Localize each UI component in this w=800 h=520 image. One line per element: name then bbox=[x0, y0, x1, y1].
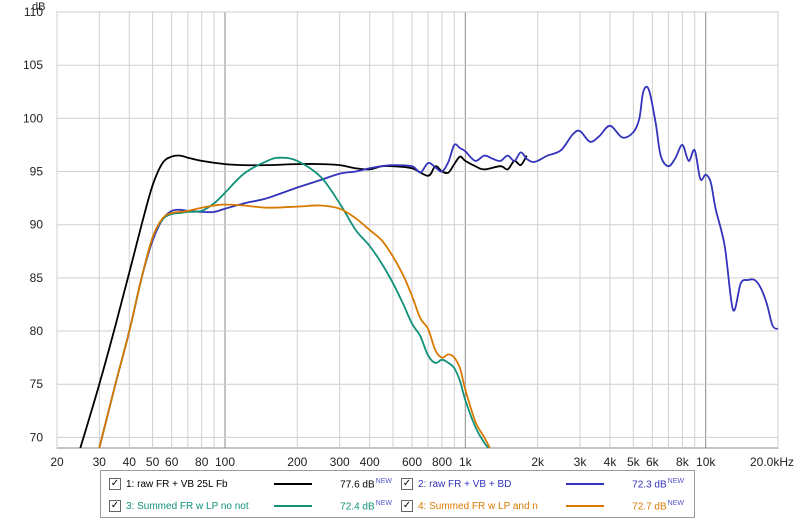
x-tick-label: 400 bbox=[360, 455, 380, 469]
x-tick-label: 10k bbox=[696, 455, 716, 469]
legend-item-3[interactable]: ✓ 3: Summed FR w LP no not 72.4 dBNEW bbox=[109, 496, 392, 516]
legend-series-1-swatch bbox=[274, 483, 312, 485]
x-tick-label: 6k bbox=[646, 455, 660, 469]
x-tick-label: 4k bbox=[604, 455, 618, 469]
x-tick-label: 20 bbox=[50, 455, 64, 469]
checkbox-series-4[interactable]: ✓ bbox=[401, 500, 413, 512]
plot-area bbox=[56, 11, 779, 449]
x-tick-label: 5k bbox=[627, 455, 641, 469]
checkbox-series-2[interactable]: ✓ bbox=[401, 478, 413, 490]
x-tick-label: 2k bbox=[531, 455, 545, 469]
legend-series-3-value: 72.4 dBNEW bbox=[340, 499, 392, 513]
legend-series-2-name: 2: raw FR + VB + BD bbox=[418, 478, 512, 490]
x-tick-label: 800 bbox=[432, 455, 452, 469]
x-tick-label: 300 bbox=[330, 455, 350, 469]
legend-series-2-swatch bbox=[566, 483, 604, 485]
y-tick-label: 80 bbox=[30, 324, 44, 338]
legend-series-4-value: 72.7 dBNEW bbox=[632, 499, 684, 513]
x-tick-label: 1k bbox=[459, 455, 473, 469]
x-tick-label: 100 bbox=[215, 455, 235, 469]
legend: ✓ 1: raw FR + VB 25L Fb 77.6 dBNEW ✓ 2: … bbox=[100, 470, 695, 518]
y-tick-label: 110 bbox=[24, 5, 43, 19]
x-tick-label: 8k bbox=[676, 455, 690, 469]
y-axis-ticks: 70 75 80 85 90 95 100 105 110 bbox=[23, 5, 43, 444]
y-axis-unit-label: dB bbox=[32, 1, 45, 13]
y-tick-label: 75 bbox=[30, 377, 44, 391]
x-tick-label: 200 bbox=[287, 455, 307, 469]
checkbox-series-3[interactable]: ✓ bbox=[109, 500, 121, 512]
series-line-2 bbox=[98, 85, 778, 448]
frequency-response-plot: 70 75 80 85 90 95 100 105 110 20 30 40 50 60 80 100 200… bbox=[23, 1, 794, 469]
y-tick-label: 85 bbox=[30, 271, 44, 285]
y-tick-label: 90 bbox=[30, 218, 44, 232]
legend-series-3-swatch bbox=[274, 505, 312, 507]
y-tick-label: 100 bbox=[23, 111, 43, 125]
series-line-4 bbox=[98, 203, 491, 448]
legend-item-2[interactable]: ✓ 2: raw FR + VB + BD 72.3 dBNEW bbox=[401, 474, 684, 494]
y-tick-label: 70 bbox=[30, 430, 44, 444]
legend-series-3-name: 3: Summed FR w LP no not bbox=[126, 500, 249, 512]
legend-series-4-swatch bbox=[566, 505, 604, 507]
checkbox-series-1[interactable]: ✓ bbox=[109, 478, 121, 490]
x-tick-label: 30 bbox=[93, 455, 107, 469]
x-tick-label: 20.0kHz bbox=[750, 455, 794, 469]
y-tick-label: 95 bbox=[30, 165, 44, 179]
legend-series-2-value: 72.3 dBNEW bbox=[632, 477, 684, 491]
x-tick-label: 3k bbox=[574, 455, 588, 469]
series-lines bbox=[79, 85, 778, 448]
x-axis-ticks: 20 30 40 50 60 80 100 200 300 400 600 800 1k 2k 3k 4k 5k… bbox=[50, 455, 794, 469]
legend-item-4[interactable]: ✓ 4: Summed FR w LP and n 72.7 dBNEW bbox=[401, 496, 684, 516]
legend-series-1-value: 77.6 dBNEW bbox=[340, 477, 392, 491]
x-tick-label: 50 bbox=[146, 455, 160, 469]
legend-series-1-name: 1: raw FR + VB 25L Fb bbox=[126, 478, 228, 490]
x-tick-label: 80 bbox=[195, 455, 209, 469]
x-tick-label: 40 bbox=[123, 455, 137, 469]
x-tick-label: 600 bbox=[402, 455, 422, 469]
legend-series-4-name: 4: Summed FR w LP and n bbox=[418, 500, 538, 512]
legend-item-1[interactable]: ✓ 1: raw FR + VB 25L Fb 77.6 dBNEW bbox=[109, 474, 392, 494]
y-tick-label: 105 bbox=[23, 58, 43, 72]
series-line-3 bbox=[98, 156, 490, 448]
series-line-1 bbox=[79, 154, 528, 448]
x-tick-label: 60 bbox=[165, 455, 179, 469]
